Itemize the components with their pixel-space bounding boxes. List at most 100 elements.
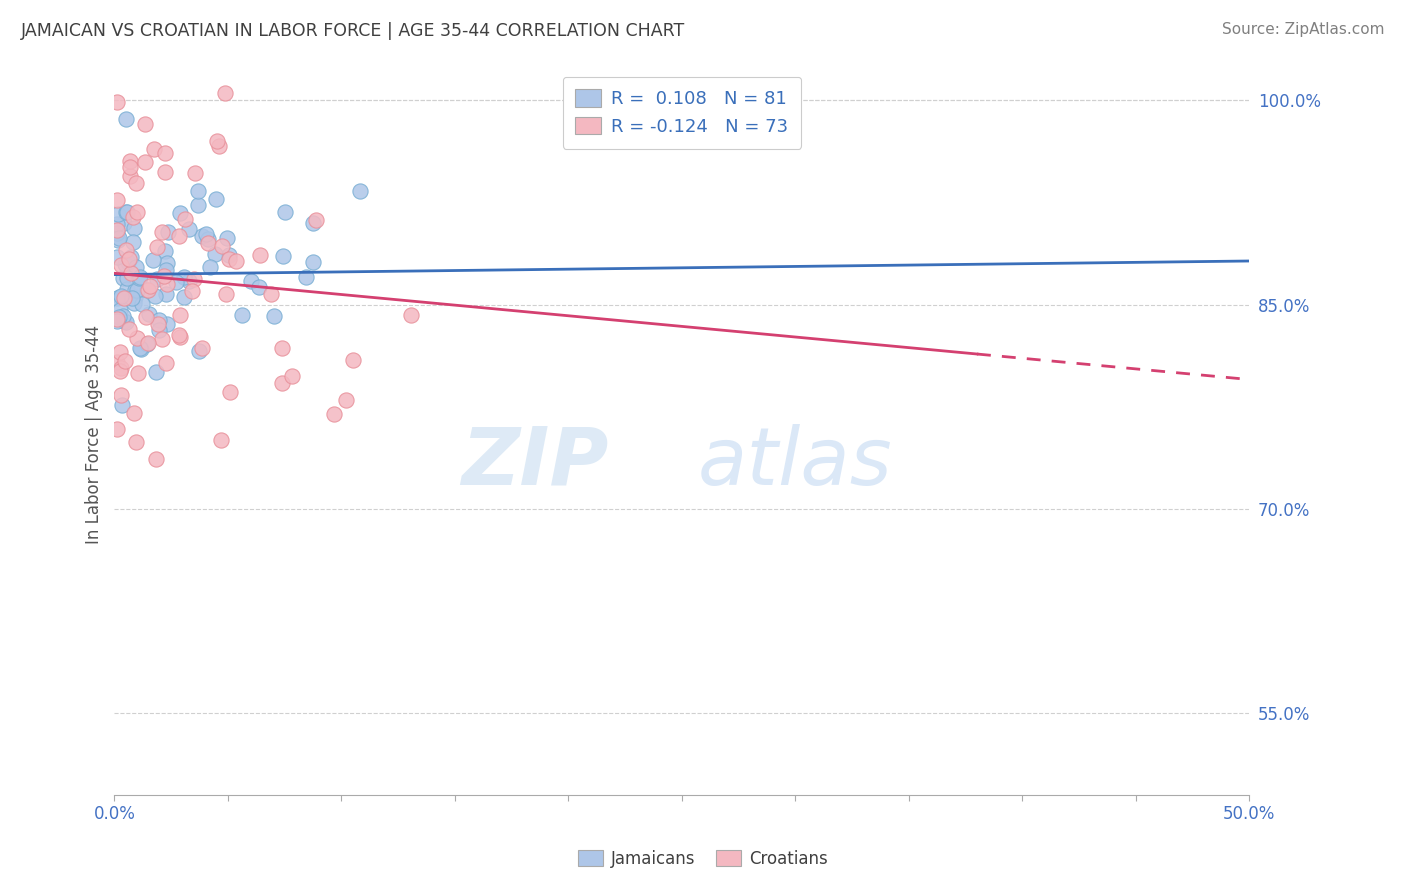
Point xyxy=(148,323,170,337)
Point xyxy=(190,229,212,244)
Point xyxy=(195,227,218,242)
Point xyxy=(115,315,138,329)
Point xyxy=(187,198,209,212)
Point xyxy=(105,218,128,232)
Point xyxy=(219,384,242,399)
Point xyxy=(215,286,238,301)
Point xyxy=(105,314,128,328)
Point xyxy=(136,284,159,298)
Point xyxy=(114,353,136,368)
Point xyxy=(111,271,134,285)
Point xyxy=(108,345,131,359)
Legend: R =  0.108   N = 81, R = -0.124   N = 73: R = 0.108 N = 81, R = -0.124 N = 73 xyxy=(562,77,801,148)
Text: ZIP: ZIP xyxy=(461,424,609,502)
Point xyxy=(115,281,138,295)
Point xyxy=(169,206,191,220)
Point xyxy=(239,274,262,288)
Point xyxy=(107,207,129,221)
Point xyxy=(190,341,212,355)
Point xyxy=(117,255,139,269)
Point xyxy=(271,342,294,356)
Point xyxy=(155,244,177,259)
Point xyxy=(115,205,138,219)
Text: JAMAICAN VS CROATIAN IN LABOR FORCE | AGE 35-44 CORRELATION CHART: JAMAICAN VS CROATIAN IN LABOR FORCE | AG… xyxy=(21,22,685,40)
Point xyxy=(183,272,205,286)
Point xyxy=(125,176,148,190)
Text: Source: ZipAtlas.com: Source: ZipAtlas.com xyxy=(1222,22,1385,37)
Point xyxy=(150,225,173,239)
Point xyxy=(108,364,131,378)
Point xyxy=(225,253,247,268)
Point xyxy=(167,327,190,342)
Point xyxy=(142,252,165,267)
Point xyxy=(301,255,323,269)
Point xyxy=(173,289,195,303)
Point xyxy=(114,257,136,271)
Point xyxy=(260,287,283,301)
Point xyxy=(169,330,191,344)
Point xyxy=(121,291,143,305)
Point xyxy=(122,296,145,310)
Point xyxy=(169,308,191,322)
Point xyxy=(127,367,149,381)
Point xyxy=(205,134,228,148)
Point xyxy=(134,155,156,169)
Point xyxy=(105,291,128,305)
Point xyxy=(127,205,149,219)
Point xyxy=(208,139,231,153)
Point xyxy=(200,260,222,274)
Point xyxy=(128,270,150,285)
Point xyxy=(110,360,132,375)
Point xyxy=(105,193,128,207)
Point xyxy=(107,231,129,245)
Point xyxy=(177,222,200,236)
Point xyxy=(122,407,145,421)
Point xyxy=(157,225,180,239)
Point xyxy=(125,283,148,297)
Point xyxy=(197,232,219,246)
Point xyxy=(122,210,145,224)
Point xyxy=(110,387,132,401)
Point xyxy=(120,250,142,264)
Point xyxy=(181,284,204,298)
Point xyxy=(111,398,134,412)
Point xyxy=(136,283,159,297)
Point xyxy=(108,303,131,318)
Point xyxy=(197,235,219,250)
Point xyxy=(155,317,177,331)
Point xyxy=(217,231,239,245)
Point xyxy=(184,166,207,180)
Point xyxy=(124,260,146,275)
Point xyxy=(138,307,160,321)
Point xyxy=(131,297,153,311)
Point xyxy=(153,145,176,160)
Point xyxy=(105,312,128,326)
Point xyxy=(112,314,135,328)
Point xyxy=(204,192,226,206)
Point xyxy=(118,169,141,183)
Point xyxy=(155,356,177,370)
Point xyxy=(148,313,170,327)
Point xyxy=(122,221,145,235)
Point xyxy=(120,153,142,168)
Point xyxy=(115,205,138,219)
Point xyxy=(129,341,152,355)
Point xyxy=(156,255,179,269)
Point xyxy=(135,310,157,324)
Point xyxy=(122,235,145,249)
Point xyxy=(155,287,177,301)
Point xyxy=(112,292,135,306)
Point xyxy=(107,233,129,247)
Point xyxy=(129,342,152,356)
Point xyxy=(322,407,344,421)
Point xyxy=(274,204,297,219)
Point xyxy=(105,355,128,369)
Point xyxy=(115,243,138,257)
Point xyxy=(399,308,422,322)
Point xyxy=(211,239,233,253)
Point xyxy=(112,216,135,230)
Point xyxy=(155,165,177,179)
Point xyxy=(281,369,304,384)
Point xyxy=(271,376,294,390)
Point xyxy=(335,392,357,407)
